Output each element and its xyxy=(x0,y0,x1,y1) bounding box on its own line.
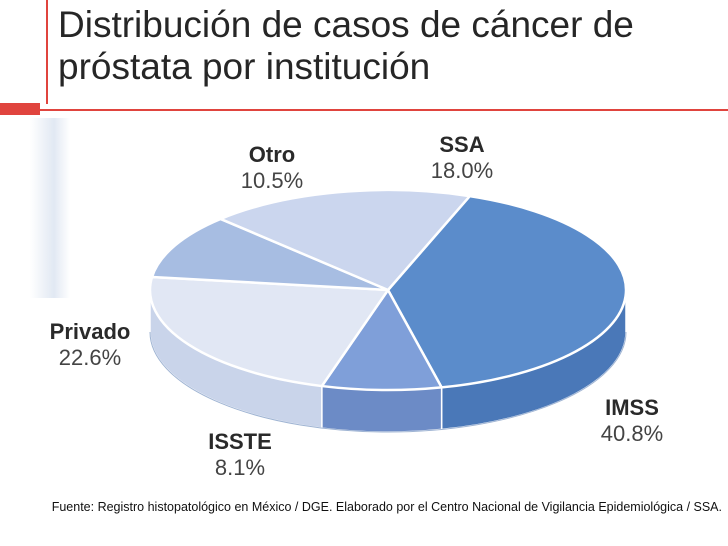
source-note: Fuente: Registro histopatológico en Méxi… xyxy=(51,500,722,514)
slice-imss xyxy=(386,194,628,389)
slice-side-isste xyxy=(321,385,443,433)
page-title: Distribución de casos de cáncer de próst… xyxy=(58,4,718,88)
slice-value-privado: 22.6% xyxy=(59,345,121,370)
slice-otro xyxy=(150,217,390,292)
slice-privado xyxy=(148,275,390,388)
pie-rim xyxy=(149,331,627,433)
slice-label-privado: Privado xyxy=(50,319,131,344)
decorative-vertical-line xyxy=(46,0,48,104)
slice-label-ssa: SSA xyxy=(439,132,484,157)
pie-sides xyxy=(149,289,627,433)
slice-isste xyxy=(320,288,443,392)
decorative-accent-bar xyxy=(0,103,40,115)
pie-tops xyxy=(148,188,628,392)
slice-value-isste: 8.1% xyxy=(215,455,265,480)
slice-value-otro: 10.5% xyxy=(241,168,303,193)
slice-ssa xyxy=(219,188,472,292)
title-line-1: Distribución de casos de cáncer de xyxy=(58,4,634,45)
decorative-shade xyxy=(30,118,70,298)
slice-label-isste: ISSTE xyxy=(208,429,272,454)
title-line-2: próstata por institución xyxy=(58,46,431,87)
decorative-rule xyxy=(40,109,728,111)
slice-label-otro: Otro xyxy=(249,142,295,167)
slice-label-imss: IMSS xyxy=(605,395,659,420)
slice-value-ssa: 18.0% xyxy=(431,158,493,183)
slice-value-imss: 40.8% xyxy=(601,421,663,446)
